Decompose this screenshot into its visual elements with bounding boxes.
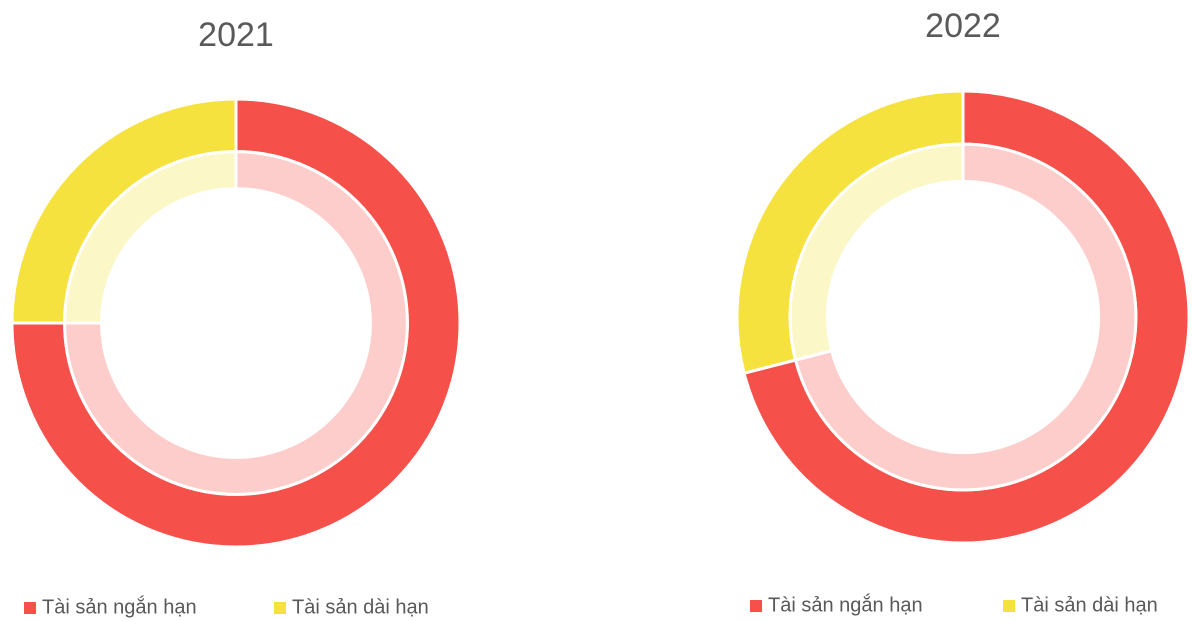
chart-title: 2021 — [198, 16, 274, 54]
legend-label: Tài sản ngắn hạn — [42, 595, 197, 618]
donut-segment — [63, 150, 409, 496]
legend-label: Tài sản ngắn hạn — [768, 593, 923, 616]
legend-swatch — [750, 600, 762, 612]
donut-segment — [788, 142, 965, 362]
donut-segment — [793, 142, 1138, 492]
chart-title: 2022 — [925, 7, 1001, 45]
legend-label: Tài sản dài hạn — [292, 596, 429, 618]
legend-label: Tài sản dài hạn — [1021, 594, 1158, 616]
legend-swatch — [274, 602, 286, 614]
legend-swatch — [24, 602, 36, 614]
legend-swatch — [1003, 600, 1015, 612]
donut-segment — [63, 150, 238, 325]
